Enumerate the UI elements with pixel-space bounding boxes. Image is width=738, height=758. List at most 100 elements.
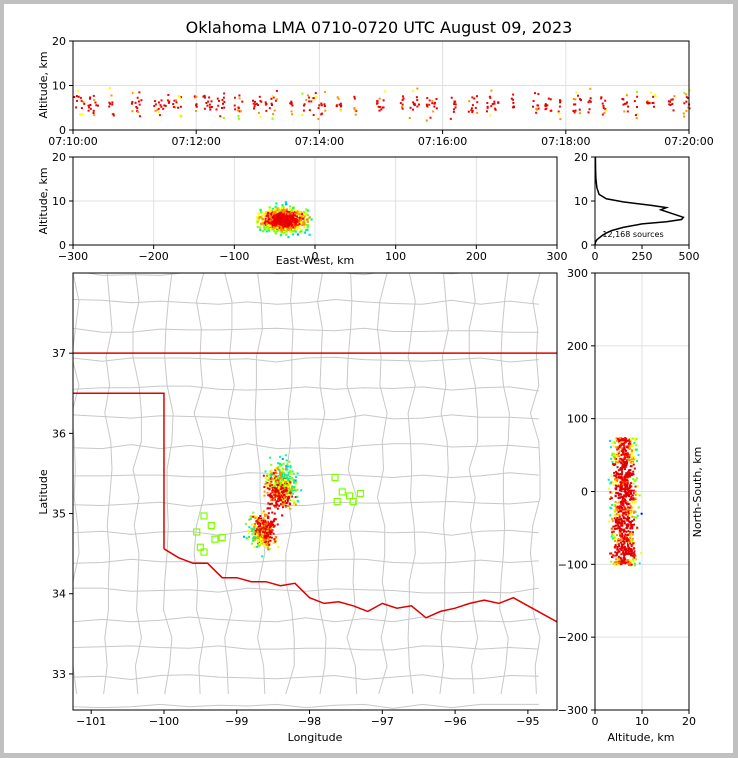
source-point: [633, 518, 636, 521]
source-point: [258, 542, 261, 545]
source-point: [290, 209, 293, 212]
source-point: [624, 441, 627, 444]
source-point: [301, 221, 304, 224]
source-point: [282, 206, 285, 209]
source-point: [631, 527, 634, 530]
source-point: [278, 490, 281, 493]
source-point: [426, 97, 429, 100]
source-point: [611, 452, 614, 455]
source-point: [471, 96, 474, 99]
source-point: [277, 212, 280, 215]
source-point: [426, 104, 429, 107]
source-point: [623, 558, 626, 561]
source-point: [294, 481, 297, 484]
source-point: [274, 489, 277, 492]
source-point: [260, 532, 263, 535]
source-point: [622, 561, 625, 564]
source-point: [282, 214, 285, 217]
source-point: [490, 105, 493, 108]
source-point: [287, 490, 290, 493]
source-point: [613, 564, 616, 567]
source-point: [621, 488, 624, 491]
source-point: [575, 91, 578, 94]
source-point: [685, 93, 688, 96]
source-point: [271, 216, 274, 219]
source-point: [154, 109, 157, 112]
y-tick-label: 34: [52, 588, 66, 601]
x-tick-label: 07:20:00: [664, 135, 713, 148]
source-point: [632, 458, 635, 461]
source-point: [273, 220, 276, 223]
source-point: [627, 474, 630, 477]
source-point: [353, 95, 356, 98]
source-point: [610, 480, 613, 483]
source-point: [276, 507, 279, 510]
source-point: [263, 531, 266, 534]
y-tick-label: 10: [52, 195, 66, 208]
source-point: [614, 475, 617, 478]
source-point: [627, 551, 630, 554]
source-point: [264, 527, 267, 530]
source-point: [621, 459, 624, 462]
source-point: [339, 105, 342, 108]
source-point: [266, 524, 269, 527]
source-point: [278, 497, 281, 500]
source-point: [621, 437, 624, 440]
source-point: [609, 497, 612, 500]
source-point: [544, 104, 547, 107]
source-point: [296, 233, 300, 236]
source-point: [284, 506, 287, 509]
source-point: [252, 102, 255, 105]
source-point: [578, 108, 581, 111]
source-point: [296, 472, 299, 475]
source-point: [624, 484, 627, 487]
x-tick-label: 500: [679, 250, 700, 263]
source-point: [615, 439, 618, 442]
source-point: [285, 222, 288, 225]
source-point: [623, 438, 626, 441]
source-point: [621, 545, 624, 548]
source-point: [306, 213, 309, 217]
source-point: [631, 450, 634, 453]
source-point: [625, 102, 628, 105]
source-point: [610, 481, 613, 484]
source-point: [271, 117, 274, 120]
source-point: [299, 216, 302, 219]
source-point: [172, 103, 175, 106]
source-point: [280, 216, 283, 219]
source-point: [294, 503, 297, 506]
source-point: [285, 482, 288, 485]
source-point: [617, 496, 620, 499]
source-point: [615, 472, 618, 475]
source-point: [613, 454, 616, 457]
source-point: [629, 438, 632, 441]
source-point: [261, 522, 264, 525]
source-point: [618, 442, 621, 445]
source-point: [262, 526, 265, 529]
source-point: [288, 226, 291, 229]
source-point: [283, 489, 286, 492]
source-point: [287, 479, 290, 482]
source-point: [234, 108, 237, 111]
source-point: [402, 95, 405, 98]
source-point: [578, 112, 581, 115]
source-point: [258, 526, 261, 529]
source-point: [425, 103, 428, 106]
source-point: [271, 214, 274, 217]
source-point: [238, 94, 241, 97]
source-point: [267, 494, 270, 497]
source-point: [237, 106, 240, 109]
source-point: [264, 220, 267, 223]
source-point: [92, 109, 95, 112]
source-point: [611, 517, 614, 520]
source-point: [633, 564, 636, 567]
source-point: [558, 112, 561, 115]
source-point: [624, 436, 627, 439]
source-point: [624, 507, 627, 510]
source-point: [269, 228, 272, 231]
source-point: [308, 233, 311, 236]
source-point: [256, 220, 259, 223]
source-point: [299, 214, 302, 217]
source-point: [633, 556, 636, 559]
county-line: [317, 273, 327, 695]
